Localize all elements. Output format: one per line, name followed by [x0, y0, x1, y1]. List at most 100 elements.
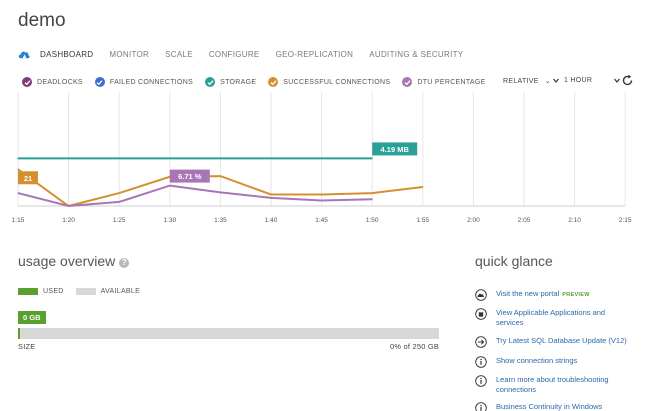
x-tick-label: 2:05 [518, 217, 531, 224]
quick-link-text: Business Continuity in Windows [496, 402, 603, 411]
data-point [321, 157, 323, 159]
used-legend-label: USED [43, 288, 64, 295]
tab-geo-replication[interactable]: GEO-REPLICATION [275, 49, 354, 59]
data-point [219, 191, 221, 193]
quick-link-troubleshooting[interactable]: Learn more about troubleshooting connect… [475, 375, 626, 395]
available-swatch [75, 288, 96, 295]
tab-dashboard[interactable]: DASHBOARD [40, 49, 94, 59]
usage-summary: 0% of 250 GB [390, 342, 440, 351]
x-tick-label: 2:00 [467, 217, 480, 224]
size-label: SIZE [18, 342, 36, 351]
quick-link-applicable-apps[interactable]: View Applicable Applications and service… [475, 308, 626, 328]
chevron-down-icon [553, 78, 559, 83]
tab-configure[interactable]: CONFIGURE [208, 49, 260, 59]
metric-label: FAILED CONNECTIONS [109, 78, 194, 86]
data-point [118, 201, 120, 203]
data-point [371, 198, 373, 200]
usage-bar [18, 328, 439, 339]
x-tick-label: 1:45 [315, 217, 328, 224]
x-tick-label: 1:20 [62, 217, 75, 224]
series-line-dtu-percentage [17, 184, 373, 208]
sql-database-logo-icon [18, 51, 30, 58]
data-point [17, 168, 19, 170]
data-point [270, 193, 272, 196]
data-point [68, 157, 70, 159]
tab-scale[interactable]: SCALE [165, 49, 193, 59]
metric-legend: DEADLOCKS FAILED CONNECTIONS STORAGE SUC… [22, 76, 498, 88]
data-point [270, 197, 272, 199]
x-tick-label: 2:10 [568, 217, 581, 224]
data-point [169, 185, 171, 187]
relative-select-value: RELATIVE [503, 77, 539, 85]
tab-auditing-security[interactable]: AUDITING & SECURITY [369, 49, 464, 59]
data-point [169, 157, 171, 159]
quick-link-text: Show connection strings [496, 356, 578, 365]
x-tick-label: 1:35 [214, 217, 227, 224]
metric-toggle-failed-connections[interactable]: FAILED CONNECTIONS [94, 77, 194, 87]
metric-toggle-dtu-percentage[interactable]: DTU PERCENTAGE [402, 77, 485, 87]
quick-link-text: Try Latest SQL Database Update (V12) [496, 336, 627, 345]
quick-link-new-portal[interactable]: Visit the new portal PREVIEW [475, 289, 626, 301]
preview-badge: PREVIEW [562, 292, 590, 298]
check-icon [94, 77, 105, 87]
data-point [219, 175, 221, 177]
metric-label: STORAGE [220, 78, 257, 86]
data-point [17, 157, 19, 159]
database-icon [475, 308, 487, 320]
x-tick-label: 1:30 [163, 217, 176, 224]
time-range-select[interactable]: 1 HOUR [553, 77, 621, 84]
data-point [321, 199, 323, 202]
quick-link-text: View Applicable Applications and service… [496, 308, 606, 327]
dashboard-nav: DASHBOARD MONITOR SCALE CONFIGURE GEO-RE… [18, 45, 479, 63]
value-callout-label: 4.19 MB [381, 145, 410, 154]
metric-toggle-deadlocks[interactable]: DEADLOCKS [22, 77, 83, 87]
time-range-value: 1 HOUR [564, 77, 593, 84]
value-callout-box [18, 171, 38, 185]
info-icon [475, 375, 487, 387]
usage-bar-fill [18, 328, 20, 339]
quick-link-text: Visit the new portal [496, 289, 560, 298]
value-callout-box [372, 142, 418, 156]
available-legend-label: AVAILABLE [100, 288, 141, 295]
arrow-right-icon [475, 336, 487, 348]
info-icon [475, 356, 487, 368]
check-icon [22, 77, 32, 87]
quick-link-sql-update[interactable]: Try Latest SQL Database Update (V12) [475, 336, 646, 348]
x-tick-label: 1:50 [366, 217, 379, 224]
data-point [422, 186, 424, 188]
data-point [17, 192, 19, 194]
quick-glance-title: quick glance [475, 253, 553, 269]
chevron-down-icon [614, 78, 621, 83]
data-point [371, 157, 373, 159]
usage-overview-title: usage overview [18, 253, 116, 269]
x-tick-label: 1:15 [12, 217, 25, 224]
relative-select[interactable]: RELATIVE ⌄ [503, 77, 551, 86]
x-tick-label: 1:40 [265, 217, 278, 224]
value-callout-label: 6.71 % [178, 172, 202, 181]
info-icon [475, 402, 487, 411]
usage-overview-header: usage overview? [18, 253, 130, 271]
data-point [219, 157, 221, 159]
check-icon [205, 77, 216, 87]
metric-toggle-storage[interactable]: STORAGE [205, 77, 256, 87]
help-icon[interactable]: ? [119, 258, 130, 268]
value-callout-box [169, 169, 210, 183]
usage-legend: USED AVAILABLE [18, 288, 140, 295]
metric-label: SUCCESSFUL CONNECTIONS [283, 78, 391, 86]
x-tick-label: 1:25 [113, 217, 126, 224]
cloud-icon [475, 289, 487, 301]
data-point [118, 157, 120, 159]
metric-label: DTU PERCENTAGE [417, 78, 486, 86]
data-point [118, 192, 120, 194]
metric-toggle-successful-connections[interactable]: SUCCESSFUL CONNECTIONS [268, 77, 390, 87]
x-tick-label: 1:55 [416, 217, 429, 224]
metrics-chart: 1:15 1:20 1:25 1:30 1:35 1:40 1:45 1:50 1:55 2:00… [12, 92, 632, 224]
value-callout-label: 21 [24, 174, 32, 183]
x-tick-label: 2:15 [619, 217, 632, 224]
data-point [371, 192, 373, 194]
tab-monitor[interactable]: MONITOR [109, 49, 150, 59]
check-icon [402, 77, 413, 87]
quick-link-connection-strings[interactable]: Show connection strings [475, 356, 626, 368]
refresh-icon[interactable] [621, 74, 634, 87]
quick-link-business-continuity[interactable]: Business Continuity in Windows [475, 402, 626, 411]
